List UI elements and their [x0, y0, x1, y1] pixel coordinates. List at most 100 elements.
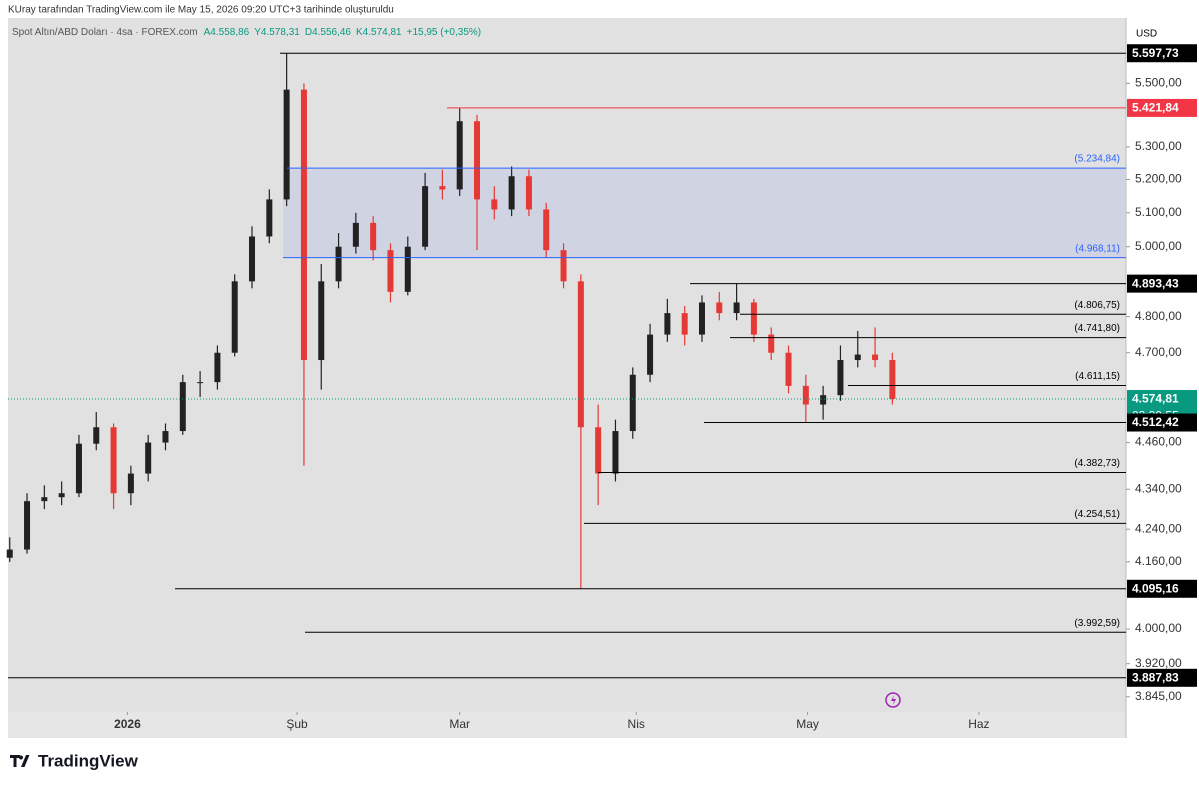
candle-body	[854, 354, 861, 361]
candle-body	[58, 493, 65, 498]
candle-body	[456, 121, 463, 190]
candle-body	[733, 302, 740, 314]
candle-body	[802, 385, 809, 405]
level-box	[1127, 579, 1197, 598]
close: K4.574,81	[356, 27, 402, 38]
level-box	[1127, 44, 1197, 63]
level-box	[1127, 98, 1197, 117]
candle-body	[249, 236, 256, 282]
candle-body	[595, 427, 602, 474]
candle-body	[508, 176, 515, 210]
candle-body	[577, 281, 584, 428]
level-box	[1127, 413, 1197, 432]
y-tick-label: 5.100,00	[1135, 205, 1182, 219]
level-note: (4.741,80)	[1074, 323, 1120, 334]
y-tick-label: 5.300,00	[1135, 139, 1182, 153]
candle-body	[474, 121, 481, 200]
candle-body	[525, 176, 532, 210]
currency: USD	[1136, 29, 1157, 40]
candle-body	[179, 382, 186, 432]
level-note: (4.806,75)	[1074, 300, 1120, 311]
candle-body	[197, 382, 204, 384]
level-note: (4.968,11)	[1075, 243, 1120, 254]
level-box	[1127, 668, 1197, 687]
y-tick-label: 4.800,00	[1135, 309, 1182, 323]
candle-body	[664, 313, 671, 335]
candle-body	[629, 374, 636, 432]
candle-body	[300, 89, 307, 361]
x-tick-label: Mar	[449, 717, 470, 731]
level-note: (4.382,73)	[1074, 458, 1120, 469]
level-note: (4.611,15)	[1075, 371, 1120, 382]
candle-body	[681, 313, 688, 335]
candle-body	[647, 334, 654, 375]
level-box-label: 4.893,43	[1132, 276, 1179, 290]
y-tick-label: 4.240,00	[1135, 521, 1182, 535]
level-box-label: 4.512,42	[1132, 415, 1179, 429]
candle-body	[404, 246, 411, 292]
candle-body	[785, 352, 792, 386]
high: Y4.578,31	[254, 27, 300, 38]
candle-body	[387, 250, 394, 292]
candle-body	[543, 209, 550, 251]
candle-body	[162, 431, 169, 443]
level-box-label: 4.574,81	[1132, 392, 1179, 406]
y-tick-label: 4.160,00	[1135, 554, 1182, 568]
x-tick-label: 2026	[114, 717, 141, 731]
candle-body	[439, 186, 446, 190]
candle-body	[231, 281, 238, 353]
low: D4.556,46	[305, 27, 352, 38]
level-box	[1127, 389, 1197, 408]
candle-body	[370, 222, 377, 251]
candle-body	[768, 334, 775, 353]
candle-body	[820, 395, 827, 405]
candle-body	[872, 354, 879, 361]
y-tick-label: 5.200,00	[1135, 172, 1182, 186]
x-tick-label: Haz	[968, 717, 989, 731]
y-tick-label: 4.340,00	[1135, 481, 1182, 495]
candle-body	[75, 443, 82, 494]
candle-body	[716, 302, 723, 314]
footer: TradingView	[38, 751, 139, 770]
candle-body	[318, 281, 325, 361]
y-tick-label: 5.500,00	[1135, 76, 1182, 90]
plot-area	[8, 18, 1126, 712]
candle-body	[335, 246, 342, 282]
candle-body	[93, 427, 100, 444]
candle-body	[352, 222, 359, 247]
candle-body	[41, 497, 48, 502]
level-note: (3.992,59)	[1074, 618, 1120, 629]
candle-body	[283, 89, 290, 200]
candle-body	[145, 442, 152, 474]
level-note: (4.254,51)	[1074, 509, 1120, 520]
header: KUray tarafından TradingView.com ile May…	[8, 5, 394, 16]
y-tick-label: 3.845,00	[1135, 689, 1182, 703]
candle-body	[889, 360, 896, 399]
level-box-label: 5.421,84	[1132, 101, 1179, 115]
x-tick-label: Nis	[628, 717, 645, 731]
change: +15,95 (+0,35%)	[407, 27, 482, 38]
candle-body	[612, 431, 619, 474]
legend: Spot Altın/ABD Doları · 4sa · FOREX.com A…	[12, 27, 481, 38]
y-tick-label: 3.920,00	[1135, 656, 1182, 670]
level-box-label: 5.597,73	[1132, 46, 1179, 60]
candle-body	[127, 473, 134, 494]
level-box-label: 4.095,16	[1132, 581, 1179, 595]
y-tick-label: 5.000,00	[1135, 239, 1182, 253]
candle-body	[750, 302, 757, 335]
y-tick-label: 4.460,00	[1135, 435, 1182, 449]
x-axis-band	[8, 712, 1126, 738]
y-tick-label: 4.700,00	[1135, 345, 1182, 359]
x-tick-label: May	[796, 717, 819, 731]
candle-body	[266, 199, 273, 237]
candle-body	[422, 186, 429, 247]
candle-body	[491, 199, 498, 210]
logo	[10, 755, 30, 767]
symbol: Spot Altın/ABD Doları · 4sa · FOREX.com	[12, 27, 198, 38]
candle-body	[110, 427, 117, 494]
open: A4.558,86	[204, 27, 250, 38]
candle-body	[24, 501, 31, 550]
level-box	[1127, 274, 1197, 293]
x-tick-label: Şub	[286, 717, 308, 731]
